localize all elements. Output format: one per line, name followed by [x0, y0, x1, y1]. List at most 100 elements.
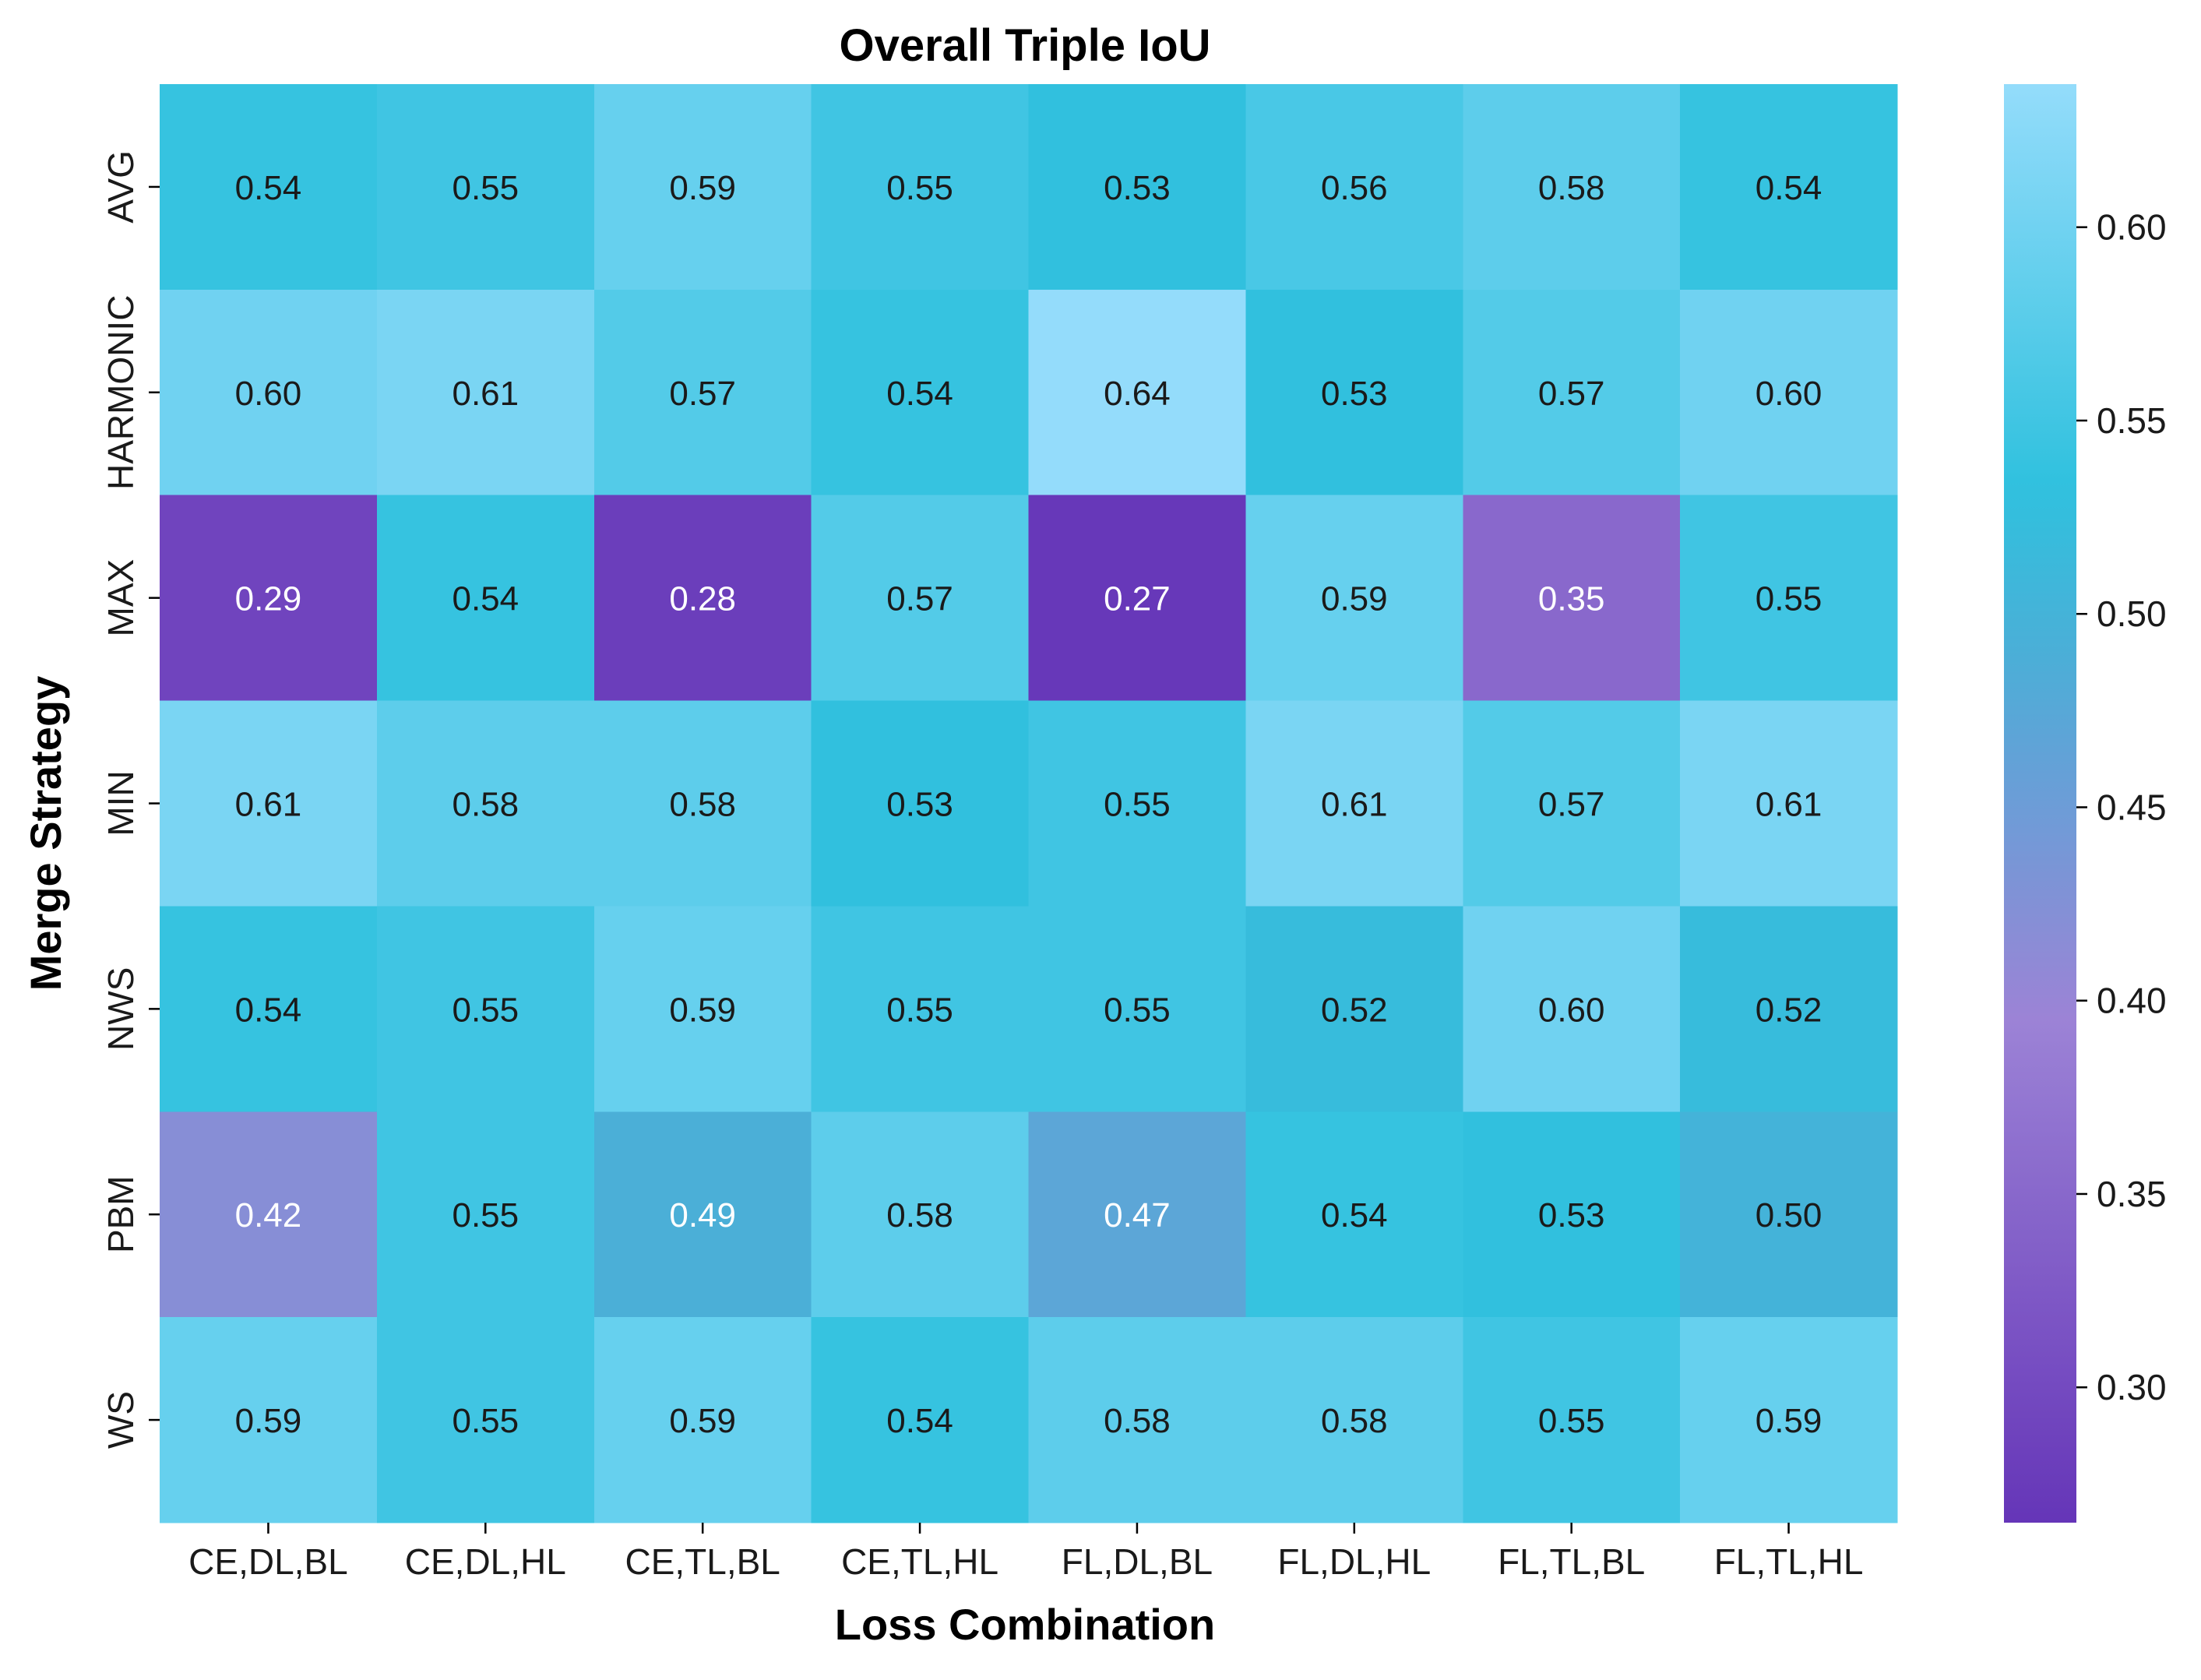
- x-tick-label: CE,TL,BL: [625, 1541, 780, 1582]
- x-tick-label: CE,TL,HL: [841, 1541, 998, 1582]
- cell-value-label: 0.50: [1756, 1196, 1822, 1234]
- heatmap-cell: [1463, 289, 1681, 496]
- x-axis: CE,DL,BL CE,DL,HL CE,TL,BL CE,TL,HL FL,DL,BL…: [188, 1523, 1863, 1582]
- cell-value-label: 0.47: [1104, 1196, 1171, 1234]
- cell-value-label: 0.56: [1321, 169, 1388, 207]
- heatmap-cell: [1028, 1111, 1246, 1318]
- cell-value-label: 0.58: [1104, 1402, 1171, 1440]
- cell-value-label: 0.58: [886, 1196, 953, 1234]
- heatmap-cell: [1680, 906, 1898, 1112]
- cell-value-label: 0.61: [1321, 786, 1388, 824]
- heatmap-cell: [160, 700, 378, 907]
- cell-value-label: 0.59: [669, 991, 736, 1029]
- heatmap-cell: [593, 84, 812, 291]
- cell-value-label: 0.55: [1104, 786, 1171, 824]
- heatmap-cell: [1463, 495, 1681, 702]
- cell-value-label: 0.59: [235, 1402, 302, 1440]
- cell-value-label: 0.28: [669, 580, 736, 618]
- heatmap-cell: [1245, 906, 1463, 1112]
- cell-value-label: 0.59: [1321, 580, 1388, 618]
- heatmap-cell: [811, 1111, 1030, 1318]
- heatmap-cell: [160, 906, 378, 1112]
- heatmap-cell: [1028, 906, 1246, 1112]
- heatmap-cell: [376, 289, 595, 496]
- heatmap-cell: [376, 1111, 595, 1318]
- heatmap-cell: [1463, 1317, 1681, 1523]
- x-tick-label: FL,DL,HL: [1277, 1541, 1431, 1582]
- heatmap-cell: [811, 84, 1030, 291]
- colorbar: 0.30 0.35 0.40 0.45 0.50 0.55 0.60: [2004, 84, 2167, 1523]
- cell-value-label: 0.58: [1321, 1402, 1388, 1440]
- cell-value-label: 0.58: [452, 786, 519, 824]
- cell-value-label: 0.49: [669, 1196, 736, 1234]
- cell-value-label: 0.60: [1538, 991, 1605, 1029]
- colorbar-gradient: [2004, 84, 2076, 1523]
- cell-value-label: 0.35: [1538, 580, 1605, 618]
- cell-value-label: 0.61: [452, 375, 519, 413]
- heatmap-cell: [593, 906, 812, 1112]
- colorbar-tick-label: 0.55: [2097, 400, 2167, 441]
- heatmap-cell: [811, 1317, 1030, 1523]
- colorbar-tick-label: 0.40: [2097, 981, 2167, 1021]
- cell-value-label: 0.55: [1756, 580, 1822, 618]
- x-tick-label: FL,TL,BL: [1498, 1541, 1645, 1582]
- cell-value-label: 0.29: [235, 580, 302, 618]
- heatmap-cell: [811, 906, 1030, 1112]
- chart-title: Overall Triple IoU: [839, 20, 1210, 71]
- cell-value-label: 0.54: [886, 375, 953, 413]
- heatmap-cell: [593, 289, 812, 496]
- cell-value-label: 0.54: [235, 169, 302, 207]
- heatmap-cell: [1028, 495, 1246, 702]
- cell-value-label: 0.54: [452, 580, 519, 618]
- heatmap-cell: [811, 495, 1030, 702]
- x-tick-label: FL,DL,BL: [1062, 1541, 1213, 1582]
- cell-value-label: 0.55: [1104, 991, 1171, 1029]
- cell-value-label: 0.64: [1104, 375, 1171, 413]
- cell-value-label: 0.42: [235, 1196, 302, 1234]
- heatmap-cell: [1245, 495, 1463, 702]
- cell-value-label: 0.60: [235, 375, 302, 413]
- heatmap-cell: [160, 495, 378, 702]
- cell-value-label: 0.60: [1756, 375, 1822, 413]
- heatmap-cell: [376, 700, 595, 907]
- x-axis-label: Loss Combination: [835, 1600, 1215, 1649]
- cell-value-label: 0.57: [1538, 786, 1605, 824]
- cell-value-label: 0.55: [452, 1196, 519, 1234]
- y-tick-label: HARMONIC: [100, 295, 141, 490]
- cell-value-label: 0.55: [886, 169, 953, 207]
- heatmap-cell: [1463, 906, 1681, 1112]
- heatmap-cell: [1680, 84, 1898, 291]
- cell-value-label: 0.55: [1538, 1402, 1605, 1440]
- heatmap-cell: [593, 1317, 812, 1523]
- y-tick-label: PBM: [100, 1175, 141, 1253]
- cell-value-label: 0.54: [235, 991, 302, 1029]
- heatmap-cell: [1463, 700, 1681, 907]
- x-tick-label: CE,DL,HL: [405, 1541, 566, 1582]
- cell-value-label: 0.53: [1538, 1196, 1605, 1234]
- cell-value-label: 0.53: [886, 786, 953, 824]
- heatmap-cell: [1680, 1111, 1898, 1318]
- cell-value-label: 0.61: [1756, 786, 1822, 824]
- colorbar-tick-label: 0.45: [2097, 787, 2167, 827]
- y-tick-label: MIN: [100, 770, 141, 836]
- heatmap-cell: [1028, 84, 1246, 291]
- heatmap-cell: [1680, 1317, 1898, 1523]
- cell-value-label: 0.52: [1756, 991, 1822, 1029]
- cell-value-label: 0.53: [1104, 169, 1171, 207]
- heatmap-cell: [376, 84, 595, 291]
- heatmap-cell: [1028, 700, 1246, 907]
- cell-value-label: 0.58: [669, 786, 736, 824]
- colorbar-tick-label: 0.60: [2097, 207, 2167, 248]
- cell-value-label: 0.53: [1321, 375, 1388, 413]
- cell-value-label: 0.57: [669, 375, 736, 413]
- heatmap-cell: [1463, 1111, 1681, 1318]
- cell-value-label: 0.54: [1756, 169, 1822, 207]
- cell-value-label: 0.59: [1756, 1402, 1822, 1440]
- cell-value-label: 0.55: [452, 169, 519, 207]
- heatmap-cell: [160, 289, 378, 496]
- cell-value-label: 0.54: [886, 1402, 953, 1440]
- y-tick-label: AVG: [100, 150, 141, 224]
- heatmap-cell: [1245, 1111, 1463, 1318]
- heatmap-cell: [1680, 289, 1898, 496]
